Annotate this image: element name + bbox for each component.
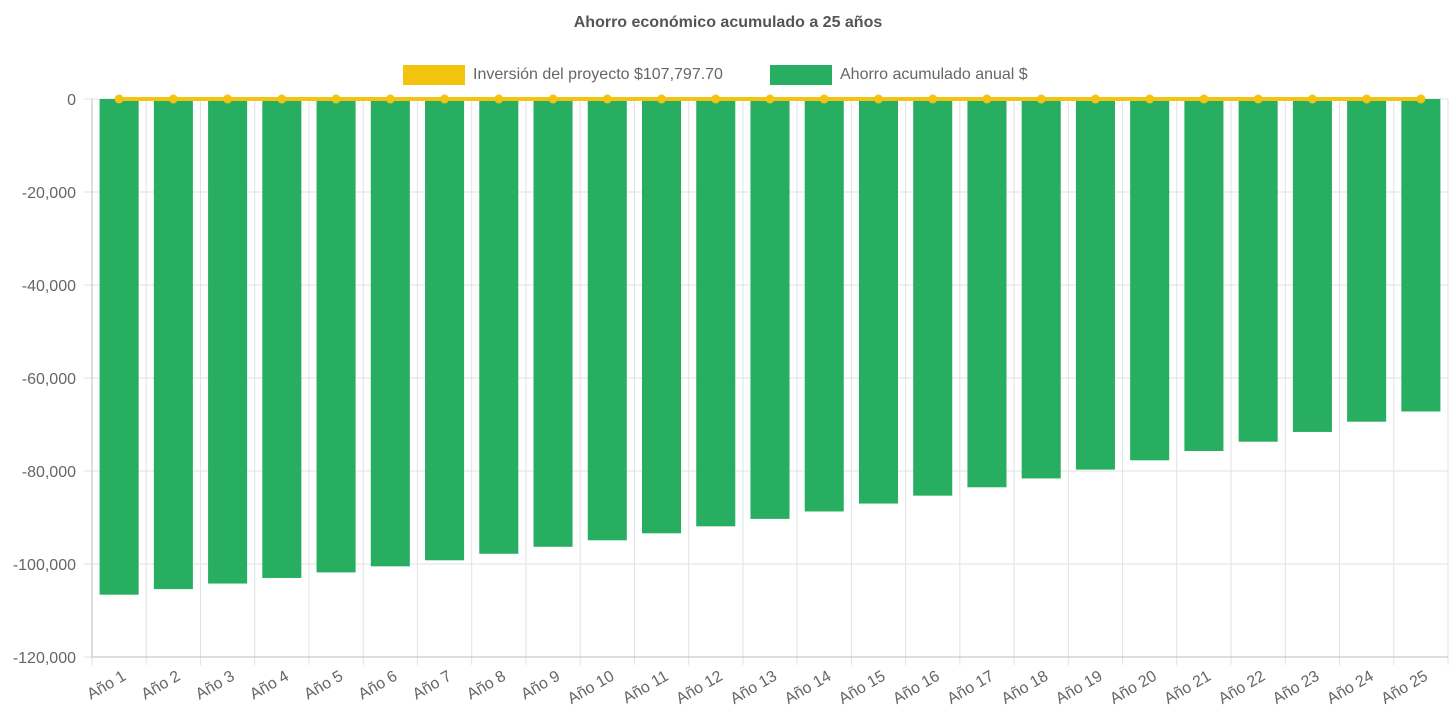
y-tick-label: -80,000 bbox=[22, 464, 76, 481]
bar-year-11 bbox=[641, 99, 682, 534]
investment-point-11 bbox=[657, 94, 667, 104]
y-tick-label: -40,000 bbox=[22, 278, 76, 295]
investment-point-8 bbox=[494, 94, 504, 104]
investment-point-24 bbox=[1362, 94, 1372, 104]
investment-point-17 bbox=[982, 94, 992, 104]
y-tick-label: -20,000 bbox=[22, 185, 76, 202]
x-tick-label: Año 11 bbox=[620, 668, 671, 708]
x-tick-label: Año 21 bbox=[1161, 668, 1214, 708]
bar-year-21 bbox=[1184, 99, 1224, 452]
investment-point-10 bbox=[602, 94, 612, 104]
y-tick-label: -60,000 bbox=[22, 371, 76, 388]
y-tick-label: 0 bbox=[67, 92, 76, 109]
x-tick-label: Año 1 bbox=[84, 668, 129, 704]
x-tick-label: Año 4 bbox=[247, 668, 292, 704]
x-tick-label: Año 10 bbox=[565, 668, 618, 708]
investment-point-18 bbox=[1036, 94, 1046, 104]
x-tick-label: Año 16 bbox=[890, 668, 943, 708]
investment-point-23 bbox=[1307, 94, 1317, 104]
bar-year-12 bbox=[696, 99, 736, 527]
x-tick-label: Año 12 bbox=[673, 668, 726, 708]
bar-year-18 bbox=[1021, 99, 1061, 479]
investment-point-7 bbox=[440, 94, 450, 104]
x-tick-label: Año 9 bbox=[518, 668, 563, 704]
x-tick-label: Año 25 bbox=[1378, 668, 1431, 708]
bar-year-17 bbox=[967, 99, 1007, 488]
bar-year-22 bbox=[1238, 99, 1278, 442]
x-tick-label: Año 24 bbox=[1324, 668, 1377, 708]
bar-year-24 bbox=[1347, 99, 1387, 422]
bar-year-10 bbox=[587, 99, 627, 541]
x-tick-label: Año 17 bbox=[945, 668, 998, 708]
x-tick-label: Año 14 bbox=[782, 668, 835, 708]
x-tick-label: Año 19 bbox=[1053, 668, 1106, 708]
x-tick-label: Año 6 bbox=[356, 668, 401, 704]
x-tick-label: Año 7 bbox=[410, 668, 455, 704]
x-tick-label: Año 2 bbox=[139, 668, 184, 704]
x-tick-label: Año 20 bbox=[1107, 668, 1160, 708]
investment-point-4 bbox=[277, 94, 287, 104]
x-tick-label: Año 22 bbox=[1216, 668, 1269, 708]
x-tick-label: Año 8 bbox=[464, 668, 509, 704]
x-tick-label: Año 18 bbox=[999, 668, 1052, 708]
investment-point-19 bbox=[1090, 94, 1100, 104]
legend-swatch-savings bbox=[770, 65, 832, 85]
investment-point-6 bbox=[385, 94, 395, 104]
bar-year-1 bbox=[99, 99, 139, 595]
bar-year-14 bbox=[804, 99, 844, 512]
legend-item-savings[interactable]: Ahorro acumulado anual $ bbox=[770, 64, 1028, 86]
bar-year-15 bbox=[858, 99, 899, 504]
bar-year-6 bbox=[370, 99, 410, 567]
bar-year-25 bbox=[1401, 99, 1441, 412]
y-tick-label: -120,000 bbox=[13, 650, 76, 667]
legend-label-savings: Ahorro acumulado anual $ bbox=[840, 66, 1028, 83]
investment-point-21 bbox=[1199, 94, 1209, 104]
bar-year-7 bbox=[425, 99, 465, 561]
y-tick-label: -100,000 bbox=[13, 557, 76, 574]
investment-point-9 bbox=[548, 94, 558, 104]
investment-point-14 bbox=[819, 94, 829, 104]
investment-point-1 bbox=[114, 94, 124, 104]
bar-year-5 bbox=[316, 99, 356, 573]
bar-year-19 bbox=[1075, 99, 1115, 470]
bar-year-4 bbox=[262, 99, 302, 578]
investment-point-3 bbox=[223, 94, 233, 104]
legend-label-investment: Inversión del proyecto $107,797.70 bbox=[473, 66, 723, 83]
investment-point-2 bbox=[168, 94, 178, 104]
legend-item-investment[interactable]: Inversión del proyecto $107,797.70 bbox=[403, 64, 723, 86]
x-tick-label: Año 5 bbox=[301, 668, 346, 704]
investment-point-15 bbox=[873, 94, 883, 104]
x-tick-label: Año 23 bbox=[1270, 668, 1323, 708]
investment-point-20 bbox=[1145, 94, 1155, 104]
x-tick-label: Año 15 bbox=[836, 668, 889, 708]
bar-year-20 bbox=[1130, 99, 1170, 461]
bar-year-8 bbox=[479, 99, 519, 554]
legend-swatch-investment bbox=[403, 65, 465, 85]
investment-point-16 bbox=[928, 94, 938, 104]
x-tick-label: Año 3 bbox=[193, 668, 238, 704]
bar-year-23 bbox=[1292, 99, 1332, 432]
investment-point-22 bbox=[1253, 94, 1263, 104]
bar-year-3 bbox=[208, 99, 248, 584]
bar-year-9 bbox=[533, 99, 573, 547]
investment-point-13 bbox=[765, 94, 775, 104]
chart-title: Ahorro económico acumulado a 25 años bbox=[573, 14, 883, 31]
bar-year-16 bbox=[913, 99, 953, 496]
investment-point-25 bbox=[1416, 94, 1426, 104]
bar-year-2 bbox=[153, 99, 193, 590]
bar-year-13 bbox=[750, 99, 790, 519]
investment-point-5 bbox=[331, 94, 341, 104]
investment-point-12 bbox=[711, 94, 721, 104]
x-tick-label: Año 13 bbox=[728, 668, 781, 708]
